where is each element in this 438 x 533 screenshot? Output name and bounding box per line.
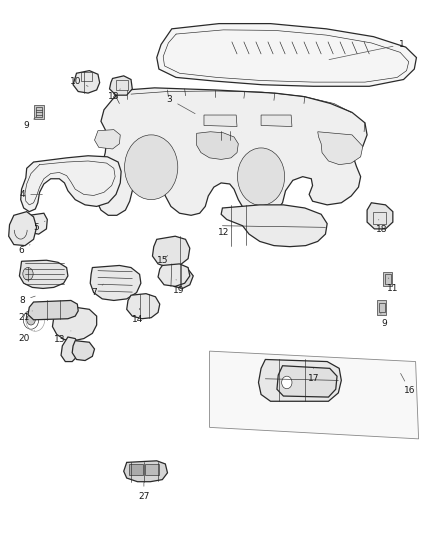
- Polygon shape: [197, 132, 238, 159]
- Polygon shape: [170, 265, 193, 288]
- Text: 20: 20: [18, 330, 35, 343]
- Text: 9: 9: [381, 313, 387, 328]
- Polygon shape: [53, 307, 97, 341]
- Polygon shape: [221, 205, 327, 247]
- Bar: [116, 79, 128, 90]
- Bar: [379, 303, 385, 312]
- Polygon shape: [25, 213, 47, 234]
- Text: 3: 3: [167, 95, 195, 114]
- Text: 27: 27: [138, 482, 149, 501]
- Text: 10: 10: [70, 77, 88, 86]
- Text: 6: 6: [19, 245, 30, 255]
- Bar: [81, 71, 92, 81]
- Text: 8: 8: [20, 296, 35, 305]
- Bar: [145, 464, 159, 475]
- Circle shape: [237, 148, 285, 205]
- Bar: [373, 212, 385, 224]
- Polygon shape: [72, 341, 95, 360]
- Text: 17: 17: [307, 368, 319, 383]
- Text: 7: 7: [92, 284, 103, 297]
- Text: 1: 1: [329, 40, 404, 60]
- Text: 18: 18: [108, 89, 120, 101]
- Bar: [377, 300, 386, 314]
- Polygon shape: [127, 294, 160, 319]
- Polygon shape: [21, 156, 121, 212]
- Bar: [383, 272, 392, 286]
- Polygon shape: [73, 71, 100, 93]
- Polygon shape: [209, 351, 419, 439]
- Polygon shape: [110, 76, 132, 95]
- Text: 16: 16: [401, 374, 416, 395]
- Text: 4: 4: [20, 190, 42, 199]
- Polygon shape: [9, 212, 36, 246]
- Bar: [385, 274, 391, 284]
- Polygon shape: [158, 264, 190, 286]
- Text: 18: 18: [375, 220, 387, 235]
- Text: 9: 9: [23, 117, 36, 130]
- Polygon shape: [61, 337, 79, 361]
- Polygon shape: [318, 132, 363, 165]
- Bar: [35, 104, 44, 119]
- Polygon shape: [19, 260, 68, 288]
- Polygon shape: [152, 236, 190, 268]
- Polygon shape: [261, 115, 292, 126]
- Bar: [129, 464, 143, 475]
- Text: 13: 13: [54, 331, 71, 344]
- Text: 21: 21: [18, 311, 32, 322]
- Circle shape: [282, 376, 292, 389]
- Circle shape: [124, 135, 178, 200]
- Text: 5: 5: [34, 221, 45, 232]
- Text: 12: 12: [218, 228, 232, 237]
- Polygon shape: [277, 366, 337, 397]
- Polygon shape: [28, 301, 78, 320]
- Polygon shape: [157, 23, 417, 86]
- Bar: [36, 107, 42, 117]
- Polygon shape: [95, 88, 367, 215]
- Circle shape: [23, 310, 39, 329]
- Polygon shape: [367, 203, 393, 229]
- Circle shape: [27, 314, 35, 325]
- Polygon shape: [258, 359, 341, 401]
- Text: 11: 11: [387, 278, 399, 293]
- Polygon shape: [90, 265, 141, 301]
- Polygon shape: [204, 115, 237, 126]
- Circle shape: [23, 268, 33, 280]
- Text: 15: 15: [157, 255, 169, 265]
- Polygon shape: [124, 461, 167, 482]
- Text: 19: 19: [173, 280, 184, 295]
- Text: 14: 14: [132, 308, 143, 324]
- Polygon shape: [95, 130, 120, 149]
